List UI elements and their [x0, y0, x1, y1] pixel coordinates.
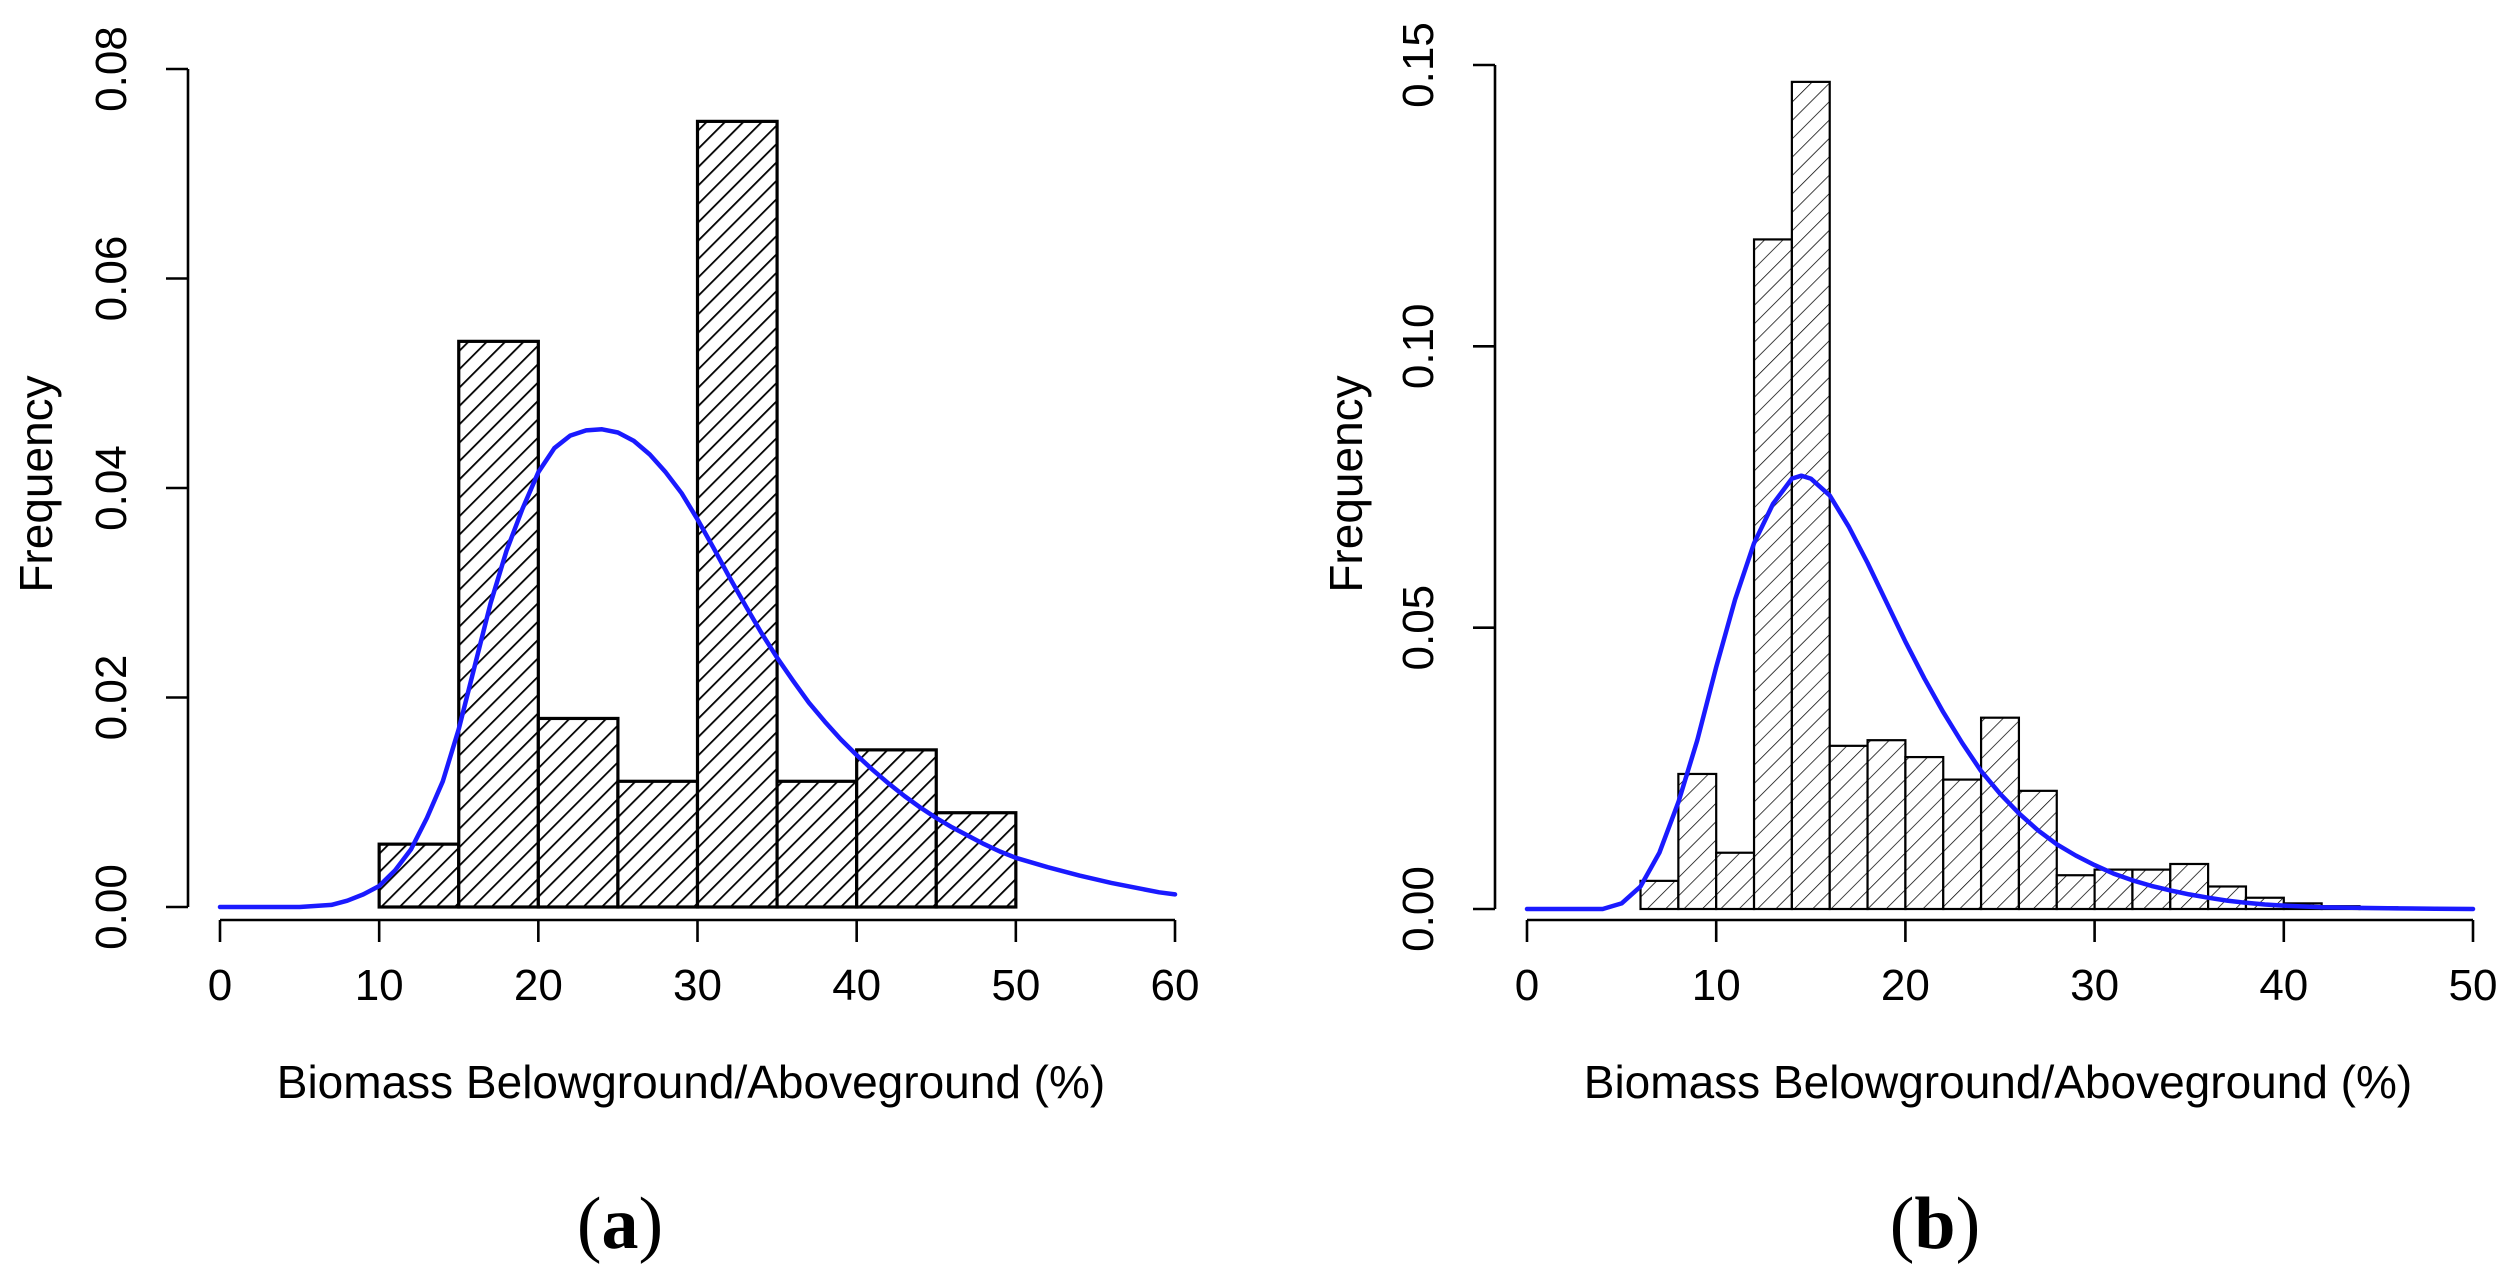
- histogram-bar-b-6: [1866, 739, 1907, 911]
- histogram-bars-b: [1639, 80, 2437, 911]
- y-axis-b: 0.00 0.05 0.10 0.15: [1394, 22, 1497, 952]
- histogram-bar-b-8: [1942, 778, 1983, 911]
- histogram-bar-b-12: [2093, 868, 2134, 911]
- x-tick-label-b-5: 50: [2449, 961, 2498, 1010]
- histogram-bar-b-11: [2055, 874, 2096, 911]
- y-tick-label-a-1: 0.02: [87, 655, 136, 741]
- histogram-bar-b-7: [1904, 755, 1945, 911]
- histogram-bars-a: [377, 119, 1018, 909]
- density-curve-b: [1524, 473, 2476, 912]
- histogram-bar-a-1: [457, 339, 540, 909]
- histogram-panel-a: 0 10 20 30 40 50 60 0.00 0.02 0.04 0.06 0.08 Bioma…: [10, 26, 1199, 1265]
- x-axis-label-b: Biomass Belowground/Aboveground (%): [1584, 1056, 2412, 1108]
- histogram-bar-b-0: [1639, 879, 1680, 911]
- x-tick-label-a-0: 0: [208, 961, 232, 1010]
- x-tick-label-a-5: 50: [991, 961, 1040, 1010]
- y-axis-label-b: Frequency: [1320, 375, 1372, 592]
- histogram-bar-b-14: [2169, 862, 2210, 911]
- histogram-bar-b-2: [1715, 851, 1756, 911]
- histogram-bar-b-9: [1979, 716, 2021, 911]
- panel-label-a: (a): [577, 1183, 663, 1265]
- y-tick-label-b-0: 0.00: [1394, 866, 1443, 952]
- x-tick-label-a-2: 20: [514, 961, 563, 1010]
- x-tick-label-a-6: 60: [1151, 961, 1200, 1010]
- x-tick-label-b-2: 20: [1881, 961, 1930, 1010]
- histogram-panel-b: 0 10 20 30 40 50 0.00 0.05 0.10 0.15 Biomass Bel…: [1320, 22, 2497, 1265]
- histogram-bar-a-6: [855, 748, 938, 909]
- histogram-bar-a-2: [536, 716, 620, 909]
- y-tick-label-a-4: 0.08: [87, 26, 136, 112]
- x-tick-label-b-4: 40: [2259, 961, 2308, 1010]
- histogram-bar-b-1: [1677, 772, 1718, 911]
- y-axis-a: 0.00 0.02 0.04 0.06 0.08: [87, 26, 190, 950]
- x-axis-label-a: Biomass Belowground/Aboveground (%): [277, 1056, 1105, 1108]
- y-tick-label-b-3: 0.15: [1394, 22, 1443, 108]
- histogram-bar-b-3: [1752, 238, 1793, 911]
- density-curve-line-b: [1524, 473, 2476, 912]
- x-axis-a: 0 10 20 30 40 50 60: [208, 918, 1200, 1010]
- histogram-bar-b-4: [1790, 80, 1831, 911]
- y-tick-label-b-1: 0.05: [1394, 585, 1443, 671]
- y-tick-label-a-0: 0.00: [87, 864, 136, 950]
- histogram-bar-a-3: [616, 779, 700, 909]
- histogram-bar-a-7: [934, 811, 1018, 909]
- density-curve-a: [217, 427, 1178, 910]
- density-curve-line-a: [217, 427, 1178, 910]
- y-tick-label-a-2: 0.04: [87, 445, 136, 531]
- histogram-bar-b-10: [2017, 789, 2058, 911]
- panel-label-b-letter: b: [1914, 1183, 1955, 1265]
- x-tick-label-a-3: 30: [673, 961, 722, 1010]
- histogram-bar-b-5: [1828, 744, 1869, 911]
- panel-label-a-letter: a: [602, 1183, 639, 1265]
- x-tick-label-b-0: 0: [1515, 961, 1539, 1010]
- y-axis-label-a: Frequency: [10, 375, 62, 592]
- x-tick-label-b-3: 30: [2070, 961, 2119, 1010]
- x-axis-b: 0 10 20 30 40 50: [1515, 918, 2498, 1010]
- panel-label-b: (b): [1890, 1183, 1980, 1265]
- x-tick-label-a-1: 10: [355, 961, 404, 1010]
- x-tick-label-b-1: 10: [1692, 961, 1741, 1010]
- y-tick-label-a-3: 0.06: [87, 236, 136, 322]
- histogram-bar-a-4: [695, 119, 779, 909]
- y-tick-label-b-2: 0.10: [1394, 304, 1443, 390]
- histogram-bar-a-5: [775, 779, 859, 909]
- x-tick-label-a-4: 40: [832, 961, 881, 1010]
